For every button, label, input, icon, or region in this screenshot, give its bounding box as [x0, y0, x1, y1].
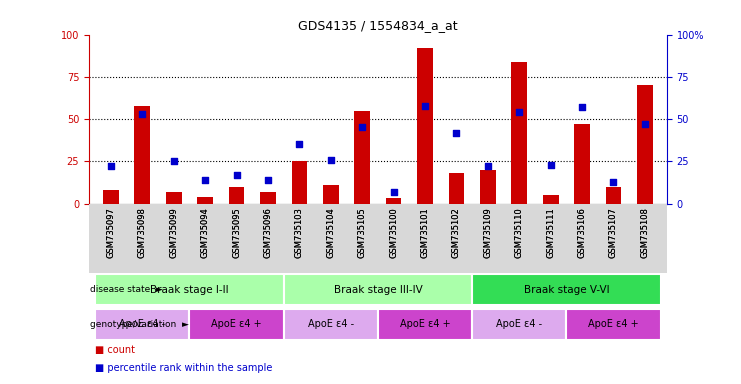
Point: [419, 103, 431, 109]
FancyBboxPatch shape: [95, 309, 190, 340]
Text: GSM735097: GSM735097: [107, 207, 116, 258]
Bar: [480, 170, 496, 204]
Bar: [637, 85, 653, 204]
Text: GSM735101: GSM735101: [421, 207, 430, 258]
Text: GSM735103: GSM735103: [295, 207, 304, 258]
Bar: [511, 61, 527, 204]
Text: GSM735098: GSM735098: [138, 207, 147, 258]
Point: [451, 129, 462, 136]
Bar: [543, 195, 559, 204]
Text: GSM735103: GSM735103: [295, 207, 304, 258]
Text: GSM735107: GSM735107: [609, 207, 618, 258]
FancyBboxPatch shape: [190, 309, 284, 340]
Bar: [134, 106, 150, 204]
Point: [356, 124, 368, 131]
Text: GSM735106: GSM735106: [577, 207, 587, 258]
Point: [105, 163, 117, 169]
Bar: [260, 192, 276, 204]
FancyBboxPatch shape: [472, 274, 661, 306]
Text: GSM735096: GSM735096: [264, 207, 273, 258]
Bar: [417, 48, 433, 204]
Text: GSM735105: GSM735105: [358, 207, 367, 258]
Text: GSM735094: GSM735094: [201, 207, 210, 258]
Point: [199, 177, 211, 183]
Text: GSM735110: GSM735110: [515, 207, 524, 258]
Text: GSM735100: GSM735100: [389, 207, 398, 258]
Point: [136, 111, 148, 117]
Text: GSM735097: GSM735097: [107, 207, 116, 258]
Text: GSM735104: GSM735104: [326, 207, 335, 258]
Point: [230, 172, 242, 178]
Text: GSM735099: GSM735099: [169, 207, 179, 258]
Text: disease state  ►: disease state ►: [90, 285, 162, 295]
Point: [325, 157, 336, 163]
Text: ApoE ε4 -: ApoE ε4 -: [496, 319, 542, 329]
Text: GSM735107: GSM735107: [609, 207, 618, 258]
Text: GSM735108: GSM735108: [640, 207, 649, 258]
Text: GSM735108: GSM735108: [640, 207, 649, 258]
Text: GSM735095: GSM735095: [232, 207, 241, 258]
Text: GSM735105: GSM735105: [358, 207, 367, 258]
FancyBboxPatch shape: [284, 309, 378, 340]
Text: GSM735111: GSM735111: [546, 207, 555, 258]
Text: GSM735101: GSM735101: [421, 207, 430, 258]
Text: GSM735100: GSM735100: [389, 207, 398, 258]
Text: Braak stage V-VI: Braak stage V-VI: [524, 285, 609, 295]
Text: GSM735110: GSM735110: [515, 207, 524, 258]
Text: Braak stage III-IV: Braak stage III-IV: [333, 285, 422, 295]
Point: [514, 109, 525, 115]
Bar: [103, 190, 119, 204]
Bar: [291, 161, 308, 204]
Point: [576, 104, 588, 110]
Text: ■ count: ■ count: [95, 345, 135, 356]
Text: GSM735096: GSM735096: [264, 207, 273, 258]
Text: ApoE ε4 -: ApoE ε4 -: [308, 319, 354, 329]
Point: [639, 121, 651, 127]
Text: GSM735098: GSM735098: [138, 207, 147, 258]
Bar: [386, 199, 402, 204]
Text: ApoE ε4 +: ApoE ε4 +: [211, 319, 262, 329]
FancyBboxPatch shape: [472, 309, 566, 340]
Point: [388, 189, 399, 195]
FancyBboxPatch shape: [95, 274, 284, 306]
Text: GSM735104: GSM735104: [326, 207, 335, 258]
Bar: [197, 197, 213, 204]
Point: [545, 162, 556, 168]
Bar: [229, 187, 245, 204]
Text: ApoE ε4 +: ApoE ε4 +: [588, 319, 639, 329]
Text: ApoE ε4 -: ApoE ε4 -: [119, 319, 165, 329]
Bar: [574, 124, 590, 204]
Point: [262, 177, 274, 183]
Text: GSM735095: GSM735095: [232, 207, 241, 258]
Text: Braak stage I-II: Braak stage I-II: [150, 285, 229, 295]
Title: GDS4135 / 1554834_a_at: GDS4135 / 1554834_a_at: [298, 19, 458, 32]
Text: GSM735106: GSM735106: [577, 207, 587, 258]
Point: [482, 163, 494, 169]
FancyBboxPatch shape: [566, 309, 661, 340]
FancyBboxPatch shape: [378, 309, 472, 340]
Text: GSM735109: GSM735109: [483, 207, 492, 258]
Text: genotype/variation  ►: genotype/variation ►: [90, 320, 188, 329]
Text: GSM735094: GSM735094: [201, 207, 210, 258]
Text: ■ percentile rank within the sample: ■ percentile rank within the sample: [95, 362, 272, 373]
FancyBboxPatch shape: [284, 274, 472, 306]
Text: GSM735109: GSM735109: [483, 207, 492, 258]
Point: [167, 158, 179, 164]
Text: ApoE ε4 +: ApoE ε4 +: [399, 319, 451, 329]
Bar: [166, 192, 182, 204]
FancyBboxPatch shape: [89, 204, 667, 273]
Bar: [605, 187, 622, 204]
Point: [293, 141, 305, 147]
Text: GSM735102: GSM735102: [452, 207, 461, 258]
Text: GSM735102: GSM735102: [452, 207, 461, 258]
Bar: [323, 185, 339, 204]
Bar: [354, 111, 370, 204]
Text: GSM735099: GSM735099: [169, 207, 179, 258]
Text: GSM735111: GSM735111: [546, 207, 555, 258]
Point: [608, 179, 619, 185]
Bar: [448, 173, 465, 204]
